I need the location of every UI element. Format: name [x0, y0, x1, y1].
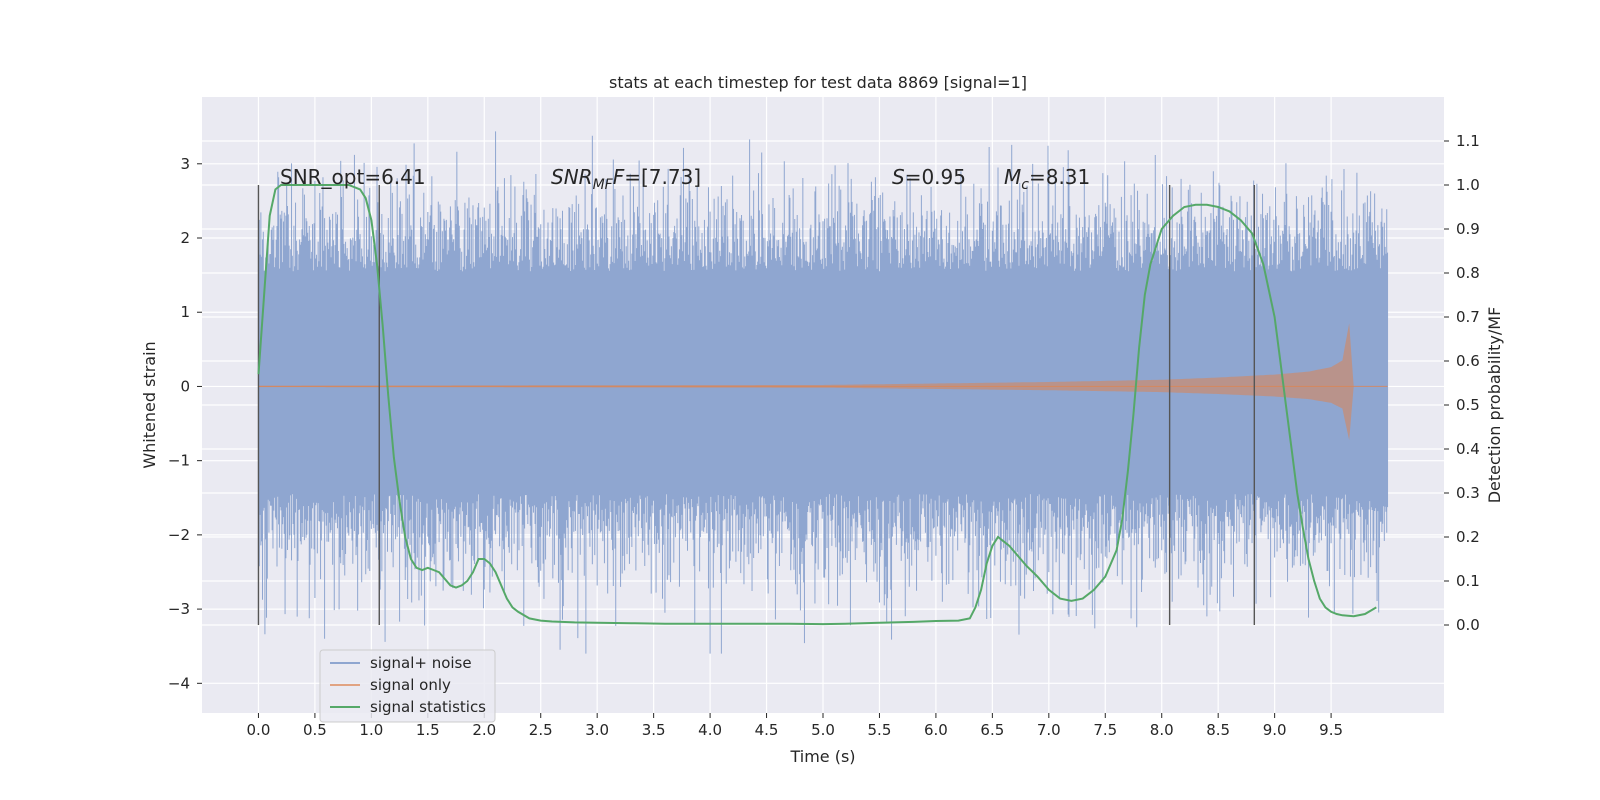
y-tick-label: 1: [180, 303, 190, 321]
y-axis-right-label: Detection probability/MF: [1485, 307, 1504, 504]
snr-mf-value: =[7.73]: [624, 165, 701, 189]
snr-mf-main: SNR: [551, 165, 593, 189]
snr-mf-f: F: [613, 165, 625, 189]
mc-annotation: Mc=8.31: [1004, 165, 1090, 193]
y2-tick-label: 0.4: [1456, 440, 1480, 458]
x-tick-label: 6.5: [980, 721, 1004, 739]
y-axis-label: Whitened strain: [140, 341, 159, 468]
snr-mf-sub: MF: [593, 177, 614, 193]
x-tick-label: 3.0: [585, 721, 609, 739]
x-tick-label: 3.5: [642, 721, 666, 739]
y-axis-right: 1.1 1.0 0.9 0.8 0.7 0.6 0.5 0.4 0.3 0.2 0.1 0.0: [1444, 132, 1480, 634]
legend-noise-label: signal+ noise: [370, 654, 472, 672]
y2-tick-label: 0.9: [1456, 220, 1480, 238]
y2-tick-label: 0.7: [1456, 308, 1480, 326]
x-tick-label: 7.5: [1093, 721, 1117, 739]
x-tick-label: 7.0: [1037, 721, 1061, 739]
y-axis-left: 3 2 1 0 −1 −2 −3 −4: [168, 155, 202, 692]
x-tick-label: 8.0: [1150, 721, 1174, 739]
y2-tick-label: 0.1: [1456, 572, 1480, 590]
snr-mf-annotation: SNRMFF=[7.73]: [551, 165, 701, 193]
x-axis: 0.0 0.5 1.0 1.5 2.0 2.5 3.0 3.5 4.0 4.5 5.0 5.5 6.0 6…: [247, 713, 1343, 739]
y2-tick-label: 0.6: [1456, 352, 1480, 370]
y2-tick-label: 0.3: [1456, 484, 1480, 502]
y-tick-label: −2: [168, 526, 190, 544]
mc-sub: c: [1021, 177, 1029, 193]
x-tick-label: 9.0: [1263, 721, 1287, 739]
x-tick-label: 0.5: [303, 721, 327, 739]
x-tick-label: 6.0: [924, 721, 948, 739]
y2-tick-label: 1.1: [1456, 132, 1480, 150]
mc-value: =8.31: [1029, 165, 1090, 189]
x-tick-label: 2.0: [472, 721, 496, 739]
x-tick-label: 4.5: [755, 721, 779, 739]
y-tick-label: −3: [168, 600, 190, 618]
y-tick-label: −4: [168, 674, 190, 692]
mc-main: M: [1004, 165, 1021, 189]
x-tick-label: 2.5: [529, 721, 553, 739]
signal-series: [258, 323, 1388, 441]
s-annotation: S=0.95: [892, 165, 966, 189]
signal-envelope: [258, 323, 1388, 441]
y2-tick-label: 0.5: [1456, 396, 1480, 414]
chart-title: stats at each timestep for test data 886…: [609, 73, 1027, 92]
x-tick-label: 1.0: [359, 721, 383, 739]
x-tick-label: 5.0: [811, 721, 835, 739]
s-main: S: [892, 165, 905, 189]
x-tick-label: 8.5: [1206, 721, 1230, 739]
stats-series: [257, 184, 1377, 626]
x-axis-label: Time (s): [789, 747, 855, 766]
x-tick-label: 4.0: [698, 721, 722, 739]
s-value: =0.95: [905, 165, 966, 189]
y2-tick-label: 0.2: [1456, 528, 1480, 546]
legend-box: [319, 649, 496, 723]
y-tick-label: 3: [180, 155, 190, 173]
stats-line: [257, 184, 1377, 626]
legend-signal-label: signal only: [370, 676, 451, 694]
snr-opt-annotation: SNR_opt=6.41: [280, 165, 426, 189]
x-tick-label: 9.5: [1319, 721, 1343, 739]
y-tick-label: 0: [180, 377, 190, 395]
y-tick-label: −1: [168, 452, 190, 470]
y2-tick-label: 0.8: [1456, 264, 1480, 282]
vertical-markers: [257, 185, 1256, 625]
legend: signal+ noise signal only signal statist…: [319, 649, 496, 723]
y2-tick-label: 1.0: [1456, 176, 1480, 194]
legend-stats-label: signal statistics: [370, 698, 486, 716]
y2-tick-label: 0.0: [1456, 616, 1480, 634]
x-tick-label: 5.5: [868, 721, 892, 739]
x-tick-label: 1.5: [416, 721, 440, 739]
y-tick-label: 2: [180, 229, 190, 247]
x-tick-label: 0.0: [247, 721, 271, 739]
